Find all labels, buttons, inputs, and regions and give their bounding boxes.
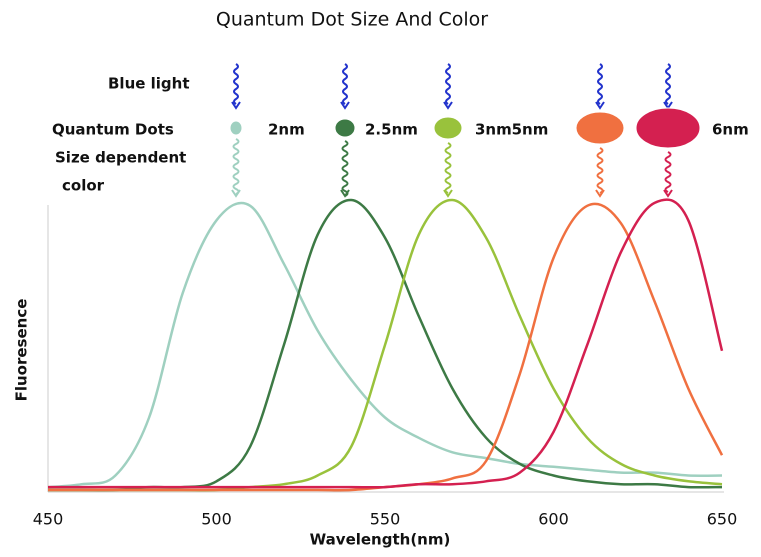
y-axis-label: Fluoresence (13, 299, 31, 402)
quantum-dot (636, 108, 700, 148)
wave-arrow (446, 64, 450, 104)
legend-label: 5nm (512, 121, 549, 139)
legend-label: 2nm (268, 121, 305, 139)
legend-label: 2.5nm (365, 121, 418, 139)
x-tick-label: 450 (33, 510, 64, 529)
x-tick-label: 500 (201, 510, 232, 529)
quantum-dot (335, 119, 355, 137)
quantum-dot (230, 121, 242, 135)
x-axis-label: Wavelength(nm) (310, 531, 451, 549)
chart: Quantum Dot Size And Color Blue light Qu… (0, 0, 761, 557)
quantum-dot (434, 117, 462, 139)
wave-arrow (666, 152, 671, 192)
chart-title: Quantum Dot Size And Color (216, 9, 488, 31)
wave-arrow (666, 64, 670, 104)
series-line (48, 200, 722, 490)
wave-arrow (343, 141, 348, 196)
x-tick-label: 550 (370, 510, 401, 529)
wave-arrow (234, 139, 239, 194)
wave-arrow (234, 64, 238, 104)
annotation: color (62, 177, 105, 195)
legend-label: 6nm (712, 121, 749, 139)
x-tick-label: 600 (538, 510, 569, 529)
annotation: Blue light (108, 75, 190, 93)
wave-arrow (446, 143, 451, 193)
x-tick-label: 650 (707, 510, 738, 529)
wave-arrow (343, 64, 347, 104)
quantum-dot (576, 112, 624, 144)
annotation: Quantum Dots (52, 121, 174, 139)
legend-label: 3nm (475, 121, 512, 139)
wave-arrow (598, 64, 602, 104)
wave-arrow (598, 148, 603, 193)
annotation: Size dependent (55, 149, 186, 167)
